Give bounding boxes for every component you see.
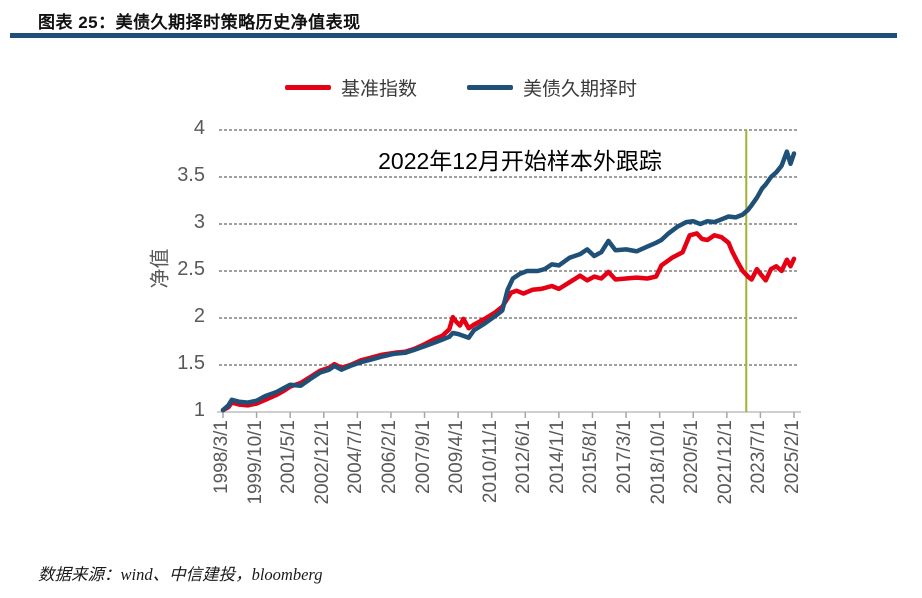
y-tick-label: 2 (193, 305, 205, 327)
chart-legend: 基准指数 美债久期择时 (0, 74, 922, 101)
x-tick-label: 2002/12/1 (311, 420, 333, 505)
x-tick-label: 1998/3/1 (211, 420, 232, 494)
x-tick-label: 2021/12/1 (714, 420, 736, 505)
x-tick-label: 2018/10/1 (647, 420, 669, 505)
x-tick-label: 2010/11/1 (479, 420, 501, 504)
series-line-base (220, 231, 797, 413)
data-source-note: 数据来源：wind、中信建投，bloomberg (38, 565, 323, 584)
x-tick-label: 2006/2/1 (378, 420, 400, 494)
x-tick-label: 2014/1/1 (546, 420, 568, 494)
y-tick-label: 3.5 (177, 164, 205, 186)
legend-swatch-base (284, 85, 331, 90)
x-tick-label: 2017/3/1 (614, 420, 636, 494)
x-tick-label: 2025/2/1 (782, 420, 803, 494)
x-tick-label: 2015/8/1 (580, 420, 602, 494)
y-tick-label: 3 (193, 211, 205, 233)
chart-annotation: 2022年12月开始样本外跟踪 (378, 148, 662, 174)
legend-item-base: 基准指数 (284, 74, 417, 101)
y-tick-label: 1.5 (177, 352, 205, 374)
x-tick-label: 2023/7/1 (748, 420, 770, 494)
figure-title: 图表 25：美债久期择时策略历史净值表现 (38, 13, 361, 32)
x-tick-label: 2012/6/1 (513, 420, 535, 494)
legend-swatch-strategy (467, 85, 513, 90)
series-line-strategy (220, 149, 797, 413)
x-tick-label: 2007/9/1 (412, 420, 434, 494)
legend-item-strategy: 美债久期择时 (467, 74, 637, 101)
x-tick-label: 2020/5/1 (681, 420, 703, 494)
y-tick-label: 4 (193, 117, 205, 139)
x-tick-label: 1999/10/1 (244, 420, 266, 505)
legend-label-base: 基准指数 (340, 79, 417, 100)
y-tick-label: 1 (193, 399, 205, 421)
legend-label-strategy: 美债久期择时 (523, 79, 638, 100)
x-tick-label: 2004/7/1 (345, 420, 367, 494)
title-rule (10, 33, 897, 38)
y-tick-label: 2.5 (177, 258, 205, 280)
x-tick-label: 2001/5/1 (278, 420, 300, 494)
x-tick-label: 2009/4/1 (446, 420, 468, 494)
